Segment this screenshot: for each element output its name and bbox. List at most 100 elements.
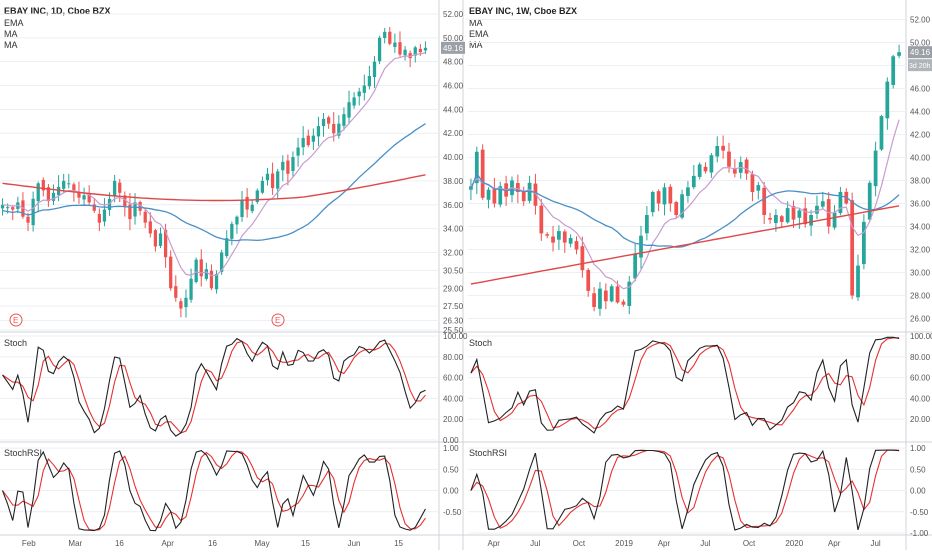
daily-candle-body xyxy=(184,297,188,308)
daily-price-tick: 38.00 xyxy=(443,177,464,186)
weekly-candle-body xyxy=(586,269,591,291)
daily-candle-body xyxy=(418,48,422,53)
weekly-candle-body xyxy=(779,216,784,222)
weekly-candle-body xyxy=(873,150,878,187)
weekly-x-label: Apr xyxy=(658,539,671,548)
weekly-candle-body xyxy=(750,174,755,192)
weekly-candle-body xyxy=(809,215,813,226)
daily-title: EBAY INC, 1D, Cboe BZX xyxy=(4,6,111,16)
daily-x-label: Apr xyxy=(161,539,174,548)
weekly-candle-body xyxy=(744,159,749,174)
daily-candle-body xyxy=(179,301,183,309)
weekly-countdown-text: 3d 20h xyxy=(909,63,931,70)
daily-candle-body xyxy=(113,180,117,197)
weekly-rsi-tick: -0.50 xyxy=(910,508,929,517)
weekly-candle-body xyxy=(533,183,538,206)
weekly-candle-body xyxy=(686,187,690,196)
daily-candle-body xyxy=(291,157,295,172)
daily-x-label: May xyxy=(255,539,270,548)
daily-candle-body xyxy=(316,126,321,137)
weekly-x-label: Apr xyxy=(488,539,501,548)
weekly-candle-body xyxy=(574,241,579,250)
daily-candle-body xyxy=(153,230,158,247)
daily-rsi-tick: 0.00 xyxy=(443,487,459,496)
daily-price-tick: 36.00 xyxy=(443,201,464,210)
weekly-candle-body xyxy=(639,235,643,258)
weekly-ema-line xyxy=(470,119,900,290)
weekly-stoch-k-line xyxy=(470,336,900,434)
daily-candle-body xyxy=(408,53,412,59)
daily-price-tick: 48.00 xyxy=(443,58,464,67)
weekly-price-tick: 30.00 xyxy=(910,269,931,278)
daily-candle-body xyxy=(393,42,397,47)
weekly-candle-body xyxy=(815,205,819,214)
weekly-candle-body xyxy=(756,185,761,191)
daily-candle-body xyxy=(102,209,107,222)
weekly-candle-body xyxy=(862,221,866,265)
daily-candle-body xyxy=(26,216,30,223)
weekly-candle-body xyxy=(715,146,720,157)
daily-candle-body xyxy=(362,85,366,93)
daily-candle-body xyxy=(423,47,428,51)
weekly-ma-red-line xyxy=(470,205,900,285)
daily-price-tick: 46.00 xyxy=(443,82,464,91)
weekly-candle-body xyxy=(697,164,702,177)
daily-price-tick: 25.50 xyxy=(443,326,464,335)
weekly-x-label: Apr xyxy=(828,539,841,548)
daily-earnings-marker xyxy=(9,313,23,327)
daily-x-label: Mar xyxy=(68,539,82,548)
daily-candle-body xyxy=(82,195,86,200)
weekly-candle-body xyxy=(703,166,708,172)
weekly-candle-body xyxy=(592,293,596,307)
daily-earnings-marker xyxy=(271,313,285,327)
daily-candle-body xyxy=(388,31,392,44)
weekly-countdown-tag xyxy=(908,59,932,72)
daily-candle-body xyxy=(36,183,40,202)
weekly-x-label: Jul xyxy=(870,539,880,548)
daily-candle-body xyxy=(337,123,341,136)
weekly-stoch-tick: 20.00 xyxy=(910,415,931,424)
weekly-candle-body xyxy=(785,208,790,223)
weekly-candle-body xyxy=(557,231,561,240)
daily-legend-ema: EMA xyxy=(4,18,24,28)
daily-stochrsi-label: StochRSI xyxy=(4,448,42,458)
daily-x-label: Jun xyxy=(348,539,361,548)
daily-stochrsi-k-line xyxy=(1,449,426,532)
weekly-x-label: 2020 xyxy=(785,539,803,548)
weekly-candle-body xyxy=(803,208,808,225)
weekly-stoch-tick: 40.00 xyxy=(910,394,931,403)
weekly-candle-body xyxy=(498,186,503,205)
weekly-candle-body xyxy=(521,191,526,202)
weekly-stoch-tick: 60.00 xyxy=(910,374,931,383)
weekly-last-price-text: 49.16 xyxy=(910,48,931,57)
weekly-candle-body xyxy=(486,189,491,200)
daily-candle-body xyxy=(276,171,280,189)
daily-candle-body xyxy=(342,114,346,126)
daily-candle-body xyxy=(413,47,417,56)
daily-price-tick: 44.00 xyxy=(443,105,464,114)
weekly-rsi-tick: -1.00 xyxy=(910,529,929,538)
daily-candle-body xyxy=(87,193,91,203)
weekly-candle-body xyxy=(480,149,485,198)
daily-candle-body xyxy=(133,202,137,217)
weekly-candle-body xyxy=(691,175,696,188)
weekly-rsi-tick: 0.00 xyxy=(910,487,926,496)
daily-stoch-d-line xyxy=(2,340,426,434)
daily-candle-body xyxy=(255,190,259,203)
daily-rsi-tick: -0.50 xyxy=(443,508,462,517)
weekly-candle-body xyxy=(515,183,520,192)
daily-candle-body xyxy=(158,233,163,246)
weekly-x-label: Oct xyxy=(743,539,756,548)
weekly-x-label: 2019 xyxy=(615,539,633,548)
daily-x-label: Feb xyxy=(22,539,36,548)
weekly-stoch-tick: 80.00 xyxy=(910,353,931,362)
weekly-title: EBAY INC, 1W, Cboe BZX xyxy=(469,6,577,16)
weekly-x-label: Oct xyxy=(573,539,586,548)
weekly-ma-blue-line xyxy=(470,172,900,248)
daily-legend-ma1: MA xyxy=(4,29,18,39)
weekly-candle-body xyxy=(668,186,673,204)
daily-candle-body xyxy=(306,135,310,146)
daily-candle-body xyxy=(0,204,5,209)
daily-candle-body xyxy=(357,91,361,97)
